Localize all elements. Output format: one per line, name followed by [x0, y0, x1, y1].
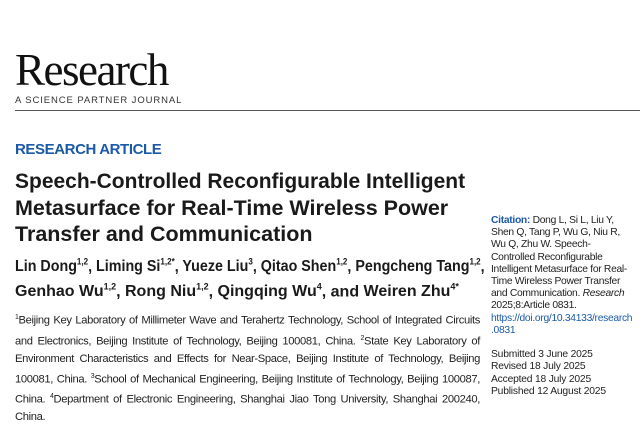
citation-label: Citation:	[491, 215, 531, 226]
journal-logo: Research	[15, 45, 169, 95]
citation-block: Citation: Dong L, Si L, Liu Y, Shen Q, T…	[491, 215, 633, 336]
author[interactable]: Weiren Zhu4*	[363, 281, 459, 301]
author[interactable]: Yueze Liu3	[182, 256, 253, 275]
author-line: Genhao Wu1,2, Rong Niu1,2, Qingqing Wu4,…	[15, 281, 459, 301]
date-accepted: Accepted 18 July 2025	[491, 373, 591, 385]
title-line: Transfer and Communication	[15, 222, 313, 246]
author[interactable]: Genhao Wu1,2	[15, 281, 117, 301]
author[interactable]: Qitao Shen1,2	[260, 256, 348, 275]
article-header: RESEARCH ARTICLE Speech-Controlled Recon…	[15, 141, 485, 426]
author[interactable]: Rong Niu1,2	[125, 281, 209, 301]
date-submitted: Submitted 3 June 2025	[491, 349, 593, 361]
title-line: Speech-Controlled Reconfigurable Intelli…	[15, 169, 466, 193]
author[interactable]: Qingqing Wu4	[217, 281, 322, 301]
title-line: Metasurface for Real-Time Wireless Power	[15, 195, 449, 220]
author-list: Lin Dong1,2, Liming Si1,2*, Yueze Liu3, …	[15, 252, 485, 303]
date-published: Published 12 August 2025	[491, 385, 606, 397]
affiliations: 1Beijing Key Laboratory of Millimeter Wa…	[15, 314, 481, 424]
author[interactable]: Lin Dong1,2	[15, 256, 89, 275]
author[interactable]: Liming Si1,2*	[96, 256, 175, 275]
publication-dates: Submitted 3 June 2025 Revised 18 July 20…	[491, 349, 633, 398]
article-sidebar: Citation: Dong L, Si L, Liu Y, Shen Q, T…	[491, 215, 633, 398]
article-type: RESEARCH ARTICLE	[15, 141, 162, 158]
date-revised: Revised 18 July 2025	[491, 361, 586, 373]
header-divider	[15, 110, 640, 111]
and-word: and	[330, 283, 360, 301]
author-line: Lin Dong1,2, Liming Si1,2*, Yueze Liu3, …	[15, 256, 485, 275]
author[interactable]: Pengcheng Tang1,2	[355, 256, 481, 275]
article-title: Speech-Controlled Reconfigurable Intelli…	[15, 168, 465, 248]
journal-tagline: A SCIENCE PARTNER JOURNAL	[15, 95, 183, 106]
doi-link[interactable]: https://doi.org/10.34133/research.0831	[491, 312, 633, 336]
